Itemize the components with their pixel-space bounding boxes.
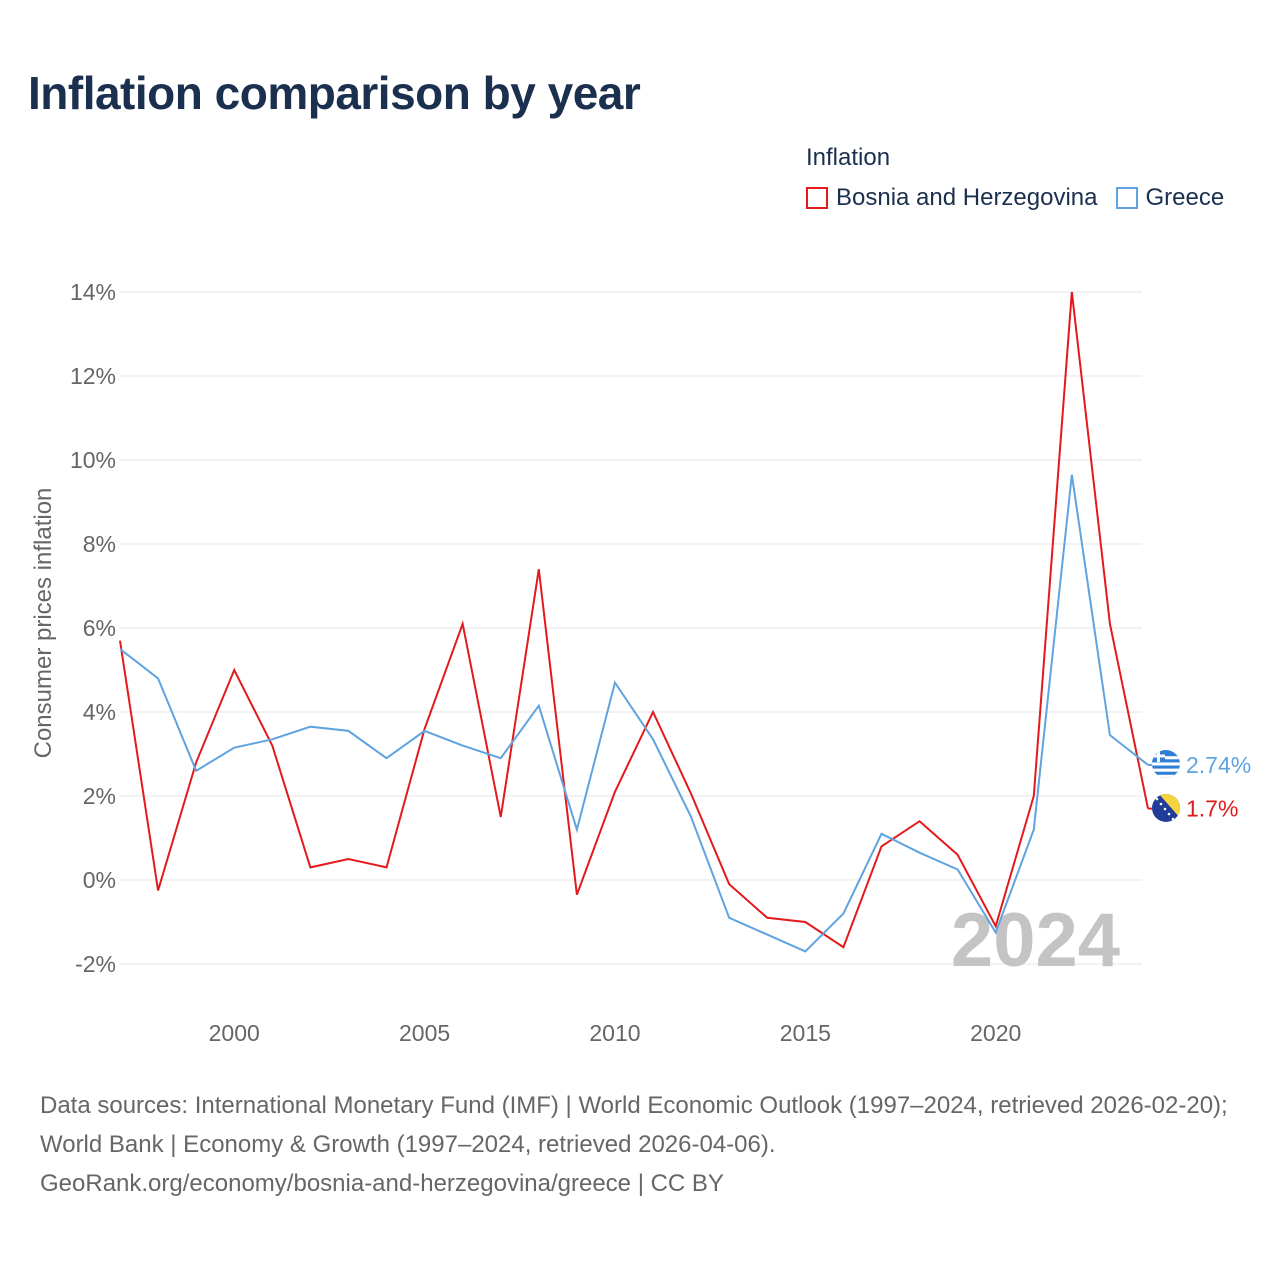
y-axis-label: Consumer prices inflation — [30, 488, 57, 759]
legend-item-bosnia[interactable]: Bosnia and Herzegovina — [806, 184, 1098, 212]
series-line-bosnia — [119, 291, 1149, 949]
y-tick-label: 8% — [83, 531, 116, 557]
x-axis-ticks: 2000 2005 2010 2015 2020 — [209, 1020, 1022, 1046]
x-tick-label: 2015 — [780, 1020, 831, 1046]
legend-swatch-bosnia — [806, 187, 828, 209]
line-chart: -2%0%2%4%6%8%10%12%14% 2000 2005 2010 2015 2… — [30, 279, 1251, 1046]
y-tick-label: 10% — [70, 447, 116, 473]
footer: Data sources: International Monetary Fun… — [40, 1086, 1250, 1203]
greece-flag-icon — [1152, 750, 1180, 778]
legend-swatch-greece — [1115, 187, 1138, 209]
legend: Inflation Bosnia and Herzegovina Greece — [806, 144, 1224, 212]
y-tick-label: 6% — [83, 615, 116, 641]
series-lines — [119, 291, 1152, 953]
y-tick-label: -2% — [75, 951, 116, 977]
x-tick-label: 2010 — [589, 1020, 640, 1046]
legend-title: Inflation — [806, 144, 891, 171]
attribution-link[interactable]: GeoRank.org/economy/bosnia-and-herzegovi… — [40, 1170, 724, 1197]
series-line-greece — [119, 474, 1149, 953]
x-tick-label: 2020 — [970, 1020, 1021, 1046]
legend-items: Bosnia and Herzegovina Greece — [806, 184, 1224, 212]
year-watermark: 2024 — [951, 898, 1120, 983]
legend-label-bosnia: Bosnia and Herzegovina — [836, 184, 1098, 211]
y-tick-label: 0% — [83, 867, 116, 893]
legend-item-greece[interactable]: Greece — [1115, 184, 1225, 212]
data-sources-text: Data sources: International Monetary Fun… — [40, 1092, 1228, 1158]
x-tick-label: 2000 — [209, 1020, 260, 1046]
y-tick-label: 14% — [70, 279, 116, 305]
y-tick-label: 12% — [70, 363, 116, 389]
y-tick-label: 4% — [83, 699, 116, 725]
bosnia-flag-icon — [1152, 794, 1180, 822]
end-label-bosnia: 1.7% — [1186, 796, 1238, 822]
end-label-greece: 2.74% — [1186, 752, 1251, 778]
gridlines — [120, 291, 1142, 965]
page-title: Inflation comparison by year — [28, 67, 641, 119]
x-tick-label: 2005 — [399, 1020, 450, 1046]
y-axis-ticks: -2% 0% 2% 4% 6% 8% 10% 12% 14% — [70, 279, 116, 977]
legend-label-greece: Greece — [1145, 184, 1225, 211]
y-tick-label: 2% — [83, 783, 116, 809]
end-labels: 1.7% 2.74% — [1186, 752, 1251, 822]
